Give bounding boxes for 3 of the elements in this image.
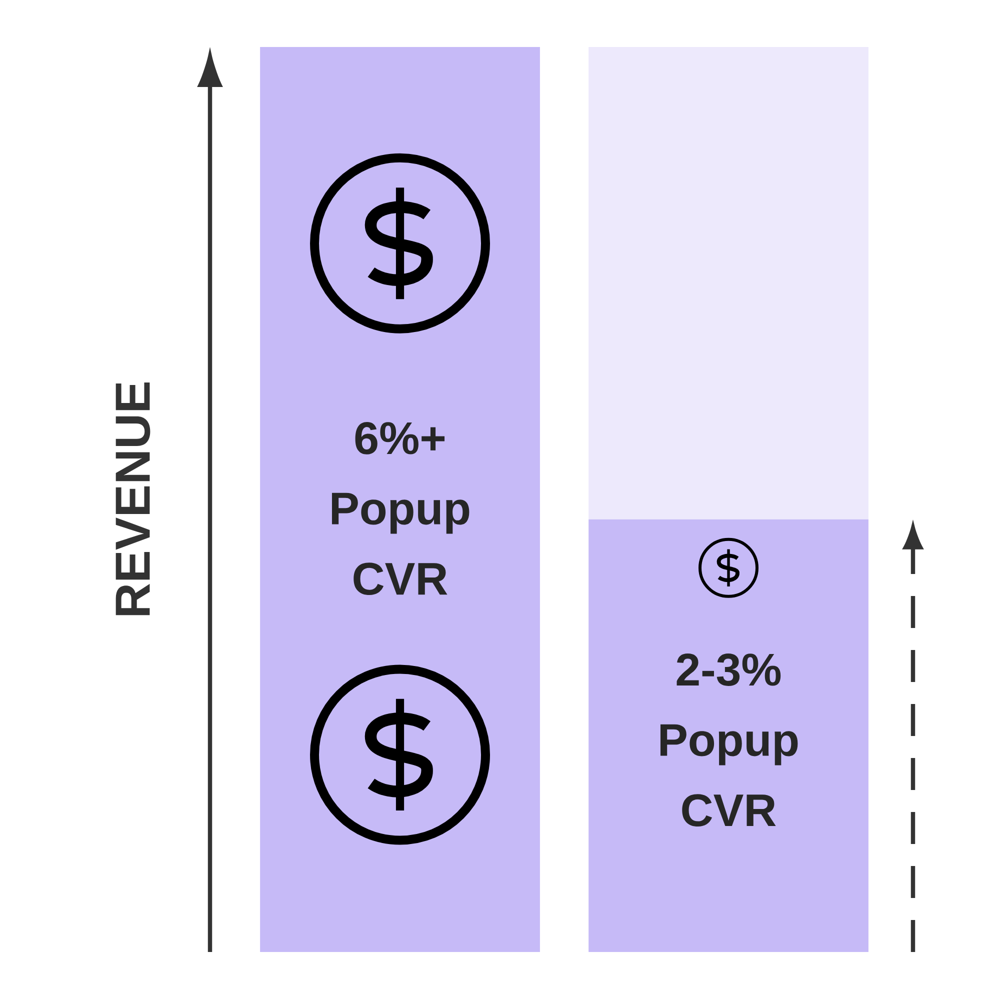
x-tick-label: 6%+ Popup CVR xyxy=(332,422,470,596)
x-tick-label: 2-3% Popup CVR xyxy=(660,654,798,826)
y-axis-title: REVENUE xyxy=(116,382,150,616)
